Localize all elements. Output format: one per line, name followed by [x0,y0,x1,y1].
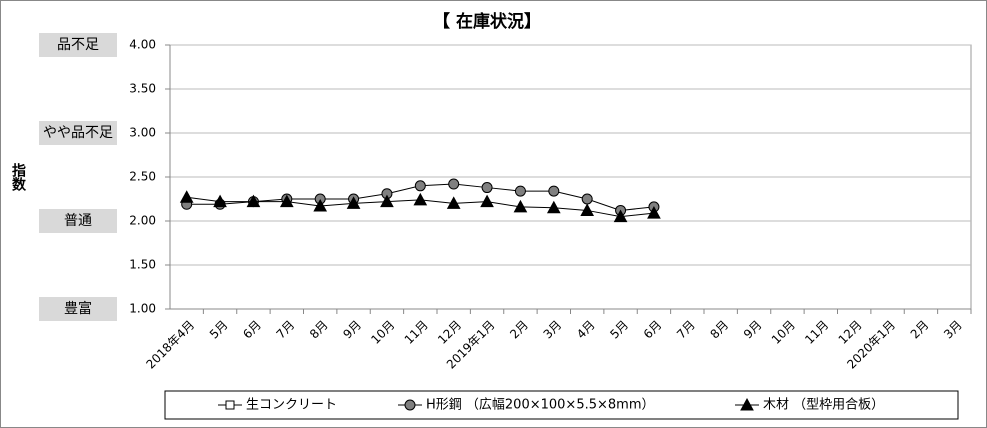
level-box [39,297,117,321]
point [581,193,593,205]
level-label: 普通 [64,213,92,229]
legend-box [164,390,959,420]
point [313,198,328,212]
point [514,185,526,197]
point [580,203,595,216]
point [548,185,560,197]
point [448,178,460,190]
level-box [39,209,117,233]
y-tick-label: 3.00 [129,126,156,140]
point [413,192,428,206]
point [480,194,494,208]
point [481,182,493,194]
chart-title: 【 在庫状況】 [433,11,541,32]
point [213,194,227,208]
point [179,190,194,203]
point [225,400,235,410]
y-tick-label: 4.00 [129,38,156,52]
point [647,206,661,219]
level-label: 豊富 [64,300,92,317]
point [404,399,416,411]
level-box [39,121,117,145]
legend-label: 生コンクリート [246,398,337,413]
legend-label: 木材 （型枠用合板） [763,398,884,413]
level-label: 品不足 [57,37,99,53]
y-tick-label: 2.50 [129,170,156,184]
level-label: やや品不足 [43,125,113,141]
point [246,194,261,208]
point [414,180,426,192]
point [380,194,394,208]
legend-label: H形鋼 （広幅200×100×5.5×8mm） [426,398,654,413]
y-axis-label: 指数 [10,162,26,192]
level-box [39,33,117,57]
point [279,194,294,208]
point [613,209,628,223]
y-tick-label: 2.00 [129,214,156,228]
point [740,397,754,411]
y-tick-label: 1.00 [129,302,156,316]
point [446,196,461,209]
y-tick-label: 1.50 [129,258,156,272]
point [546,200,561,214]
y-tick-label: 3.50 [129,82,156,96]
point [513,199,528,213]
point [346,196,361,209]
